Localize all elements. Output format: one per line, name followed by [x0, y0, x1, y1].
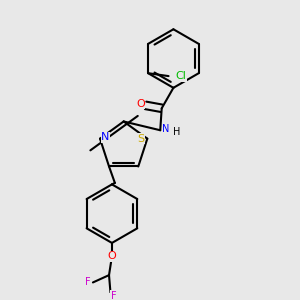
Text: O: O — [108, 251, 116, 261]
Text: Cl: Cl — [176, 71, 187, 81]
Text: N: N — [162, 124, 170, 134]
Text: F: F — [85, 278, 91, 287]
Text: O: O — [136, 99, 145, 109]
Text: F: F — [111, 291, 116, 300]
Text: S: S — [137, 134, 144, 144]
Text: H: H — [173, 127, 180, 137]
Text: N: N — [101, 132, 110, 142]
